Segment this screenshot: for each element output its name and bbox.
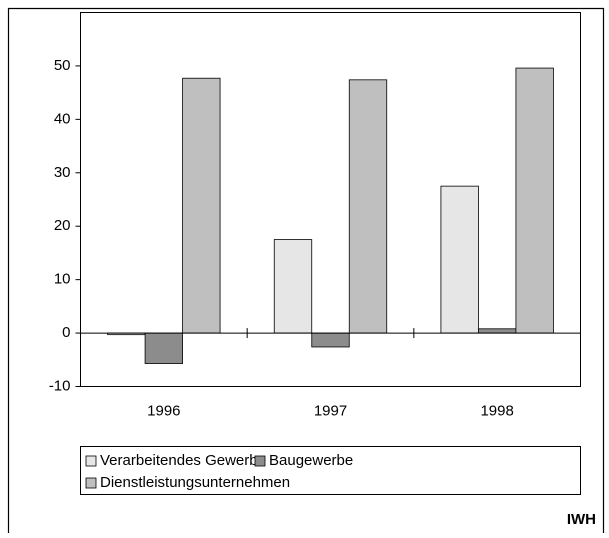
y-tick-label: -10 [49, 377, 71, 394]
legend-label: Baugewerbe [269, 452, 353, 469]
bar [311, 332, 350, 348]
y-tick-label: 20 [54, 217, 71, 234]
bar [144, 332, 183, 364]
x-tick-label: 1996 [147, 402, 180, 419]
legend-swatch [85, 455, 97, 467]
bar [273, 239, 313, 334]
y-tick-label: 30 [54, 164, 71, 181]
legend-swatch [254, 455, 266, 467]
source: IWH [567, 511, 596, 528]
bar [348, 79, 388, 334]
y-tick-label: 40 [54, 110, 71, 127]
x-tick-label: 1997 [314, 402, 347, 419]
x-tick-label: 1998 [480, 402, 513, 419]
y-tick-label: 50 [54, 57, 71, 74]
bar [478, 328, 517, 334]
y-tick-label: 10 [54, 271, 71, 288]
frame [7, 7, 605, 533]
legend-label: Verarbeitendes Gewerbe [100, 452, 266, 469]
legend-swatch [85, 477, 97, 489]
bar [440, 185, 479, 334]
bar [515, 67, 554, 334]
y-tick-label: 0 [62, 324, 70, 341]
legend-label: Dienstleistungsunternehmen [100, 474, 290, 491]
legend [80, 446, 581, 495]
bar [182, 77, 221, 334]
plot-area [80, 12, 581, 387]
